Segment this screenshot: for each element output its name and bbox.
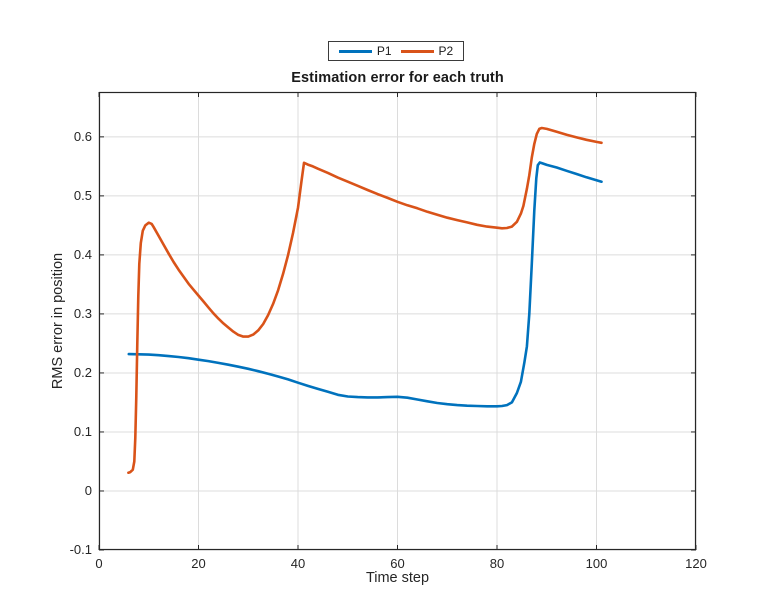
x-tick-label: 40 [290,556,306,571]
y-tick-label: 0.1 [73,423,92,439]
legend-item-p2[interactable]: P2 [400,44,454,58]
chart-title: Estimation error for each truth [291,70,504,86]
series-line-p2 [127,126,603,475]
x-axis-label: Time step [365,570,430,586]
x-tick-label: 120 [685,556,707,571]
x-tick-label: 80 [489,556,505,571]
x-tick-label: 100 [585,556,608,571]
x-tick-label: 20 [191,556,206,571]
legend-line-sample-p1 [338,49,372,53]
legend-label: P2 [438,44,454,58]
y-tick-label: 0 [84,482,92,498]
y-tick-label: -0.1 [69,542,92,557]
legend-item-p1[interactable]: P1 [338,44,392,58]
x-tick-label: 60 [390,556,405,571]
series-line-p1 [127,161,603,408]
y-tick-label: 0.5 [73,187,92,203]
y-tick-label: 0.2 [73,364,92,380]
y-tick-label: 0.4 [73,246,92,262]
y-tick-label: 0.3 [73,305,92,321]
legend-line-sample-p2 [400,49,434,53]
y-tick-label: 0.6 [73,128,92,144]
legend-label: P1 [376,44,392,58]
x-tick-label: 0 [95,556,103,571]
legend[interactable]: P1 P2 [328,41,464,61]
